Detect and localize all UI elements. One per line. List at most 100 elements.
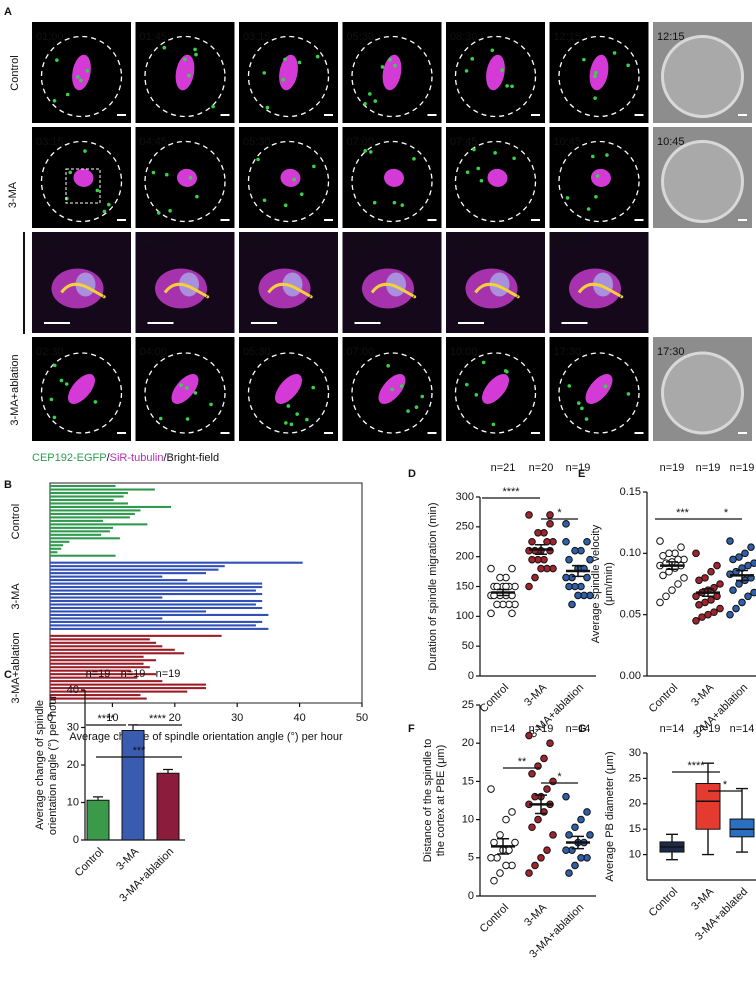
timestamp: 12:15 bbox=[657, 31, 685, 43]
centrosome bbox=[305, 417, 309, 422]
timestamp: 17:30 bbox=[657, 346, 685, 358]
data-point bbox=[540, 754, 548, 763]
centrosome bbox=[156, 211, 161, 215]
oocyte-outline bbox=[247, 140, 330, 223]
timestamp: 06:15 bbox=[347, 235, 375, 247]
y-tick-label: 0 bbox=[73, 834, 79, 846]
spindle bbox=[73, 168, 94, 187]
data-point bbox=[502, 861, 510, 870]
centrosome bbox=[594, 70, 598, 75]
centrosome bbox=[368, 92, 372, 96]
data-point bbox=[665, 567, 673, 576]
timestamp: 07:00 bbox=[450, 235, 478, 247]
centrosome bbox=[102, 209, 107, 214]
timestamp: 03:15 bbox=[36, 136, 64, 148]
bar bbox=[50, 561, 303, 564]
bar bbox=[50, 519, 104, 522]
bar bbox=[50, 620, 263, 623]
data-point bbox=[537, 854, 545, 862]
centrosome bbox=[262, 198, 267, 203]
centrosome bbox=[95, 188, 100, 193]
data-point bbox=[546, 520, 554, 528]
data-point bbox=[750, 588, 756, 597]
centrosome bbox=[256, 157, 260, 162]
significance: **** bbox=[97, 713, 115, 725]
data-point bbox=[680, 574, 688, 582]
centrosome bbox=[76, 75, 80, 79]
x-tick-label: Control bbox=[478, 902, 512, 936]
oocyte-outline bbox=[40, 35, 123, 118]
data-point bbox=[695, 601, 703, 609]
y-tick-label: 0.05 bbox=[620, 609, 641, 621]
data-point bbox=[668, 586, 676, 594]
centrosome bbox=[500, 68, 504, 73]
y-tick-label: 5 bbox=[468, 852, 474, 864]
bar bbox=[50, 488, 155, 491]
bar bbox=[50, 655, 144, 658]
centrosome bbox=[211, 104, 215, 109]
timestamp: 04:45 bbox=[140, 235, 168, 247]
data-point bbox=[583, 573, 591, 582]
data-point bbox=[528, 823, 536, 832]
centrosome bbox=[65, 92, 70, 97]
y-axis-label: (μm/min) bbox=[603, 562, 615, 606]
centrosome bbox=[281, 77, 286, 82]
x-tick-label: Control bbox=[647, 682, 681, 716]
centrosome bbox=[594, 194, 598, 199]
timestamp: 07:45 bbox=[554, 235, 582, 247]
panel-label: E bbox=[578, 468, 585, 480]
data-point bbox=[565, 582, 573, 591]
data-point bbox=[698, 613, 706, 621]
significance: * bbox=[724, 507, 729, 519]
group-label: 3-MA bbox=[10, 583, 22, 610]
centrosome bbox=[162, 45, 167, 50]
centrosome bbox=[388, 57, 392, 62]
centrosome bbox=[83, 149, 87, 153]
y-tick-label: 100 bbox=[456, 610, 474, 622]
y-axis-label: Average spindle velocity bbox=[590, 524, 602, 643]
oocyte-outline bbox=[661, 351, 744, 435]
centrosome bbox=[595, 174, 600, 178]
spindle bbox=[486, 54, 505, 91]
bar bbox=[50, 613, 269, 616]
trajectory bbox=[474, 282, 520, 299]
timestamp: 04:00 bbox=[140, 346, 168, 358]
y-tick-label: 20 bbox=[629, 798, 641, 810]
centrosome bbox=[386, 364, 390, 368]
significance: * bbox=[557, 771, 562, 783]
y-tick-label: 0.00 bbox=[620, 670, 641, 682]
box bbox=[729, 818, 755, 838]
bar bbox=[50, 648, 175, 651]
data-point bbox=[534, 529, 542, 537]
centrosome bbox=[312, 164, 316, 169]
oocyte-outline bbox=[661, 35, 744, 118]
n-label: n=14 bbox=[566, 723, 591, 735]
data-point bbox=[562, 537, 570, 546]
bar bbox=[50, 606, 263, 610]
centrosome bbox=[68, 170, 73, 175]
bar bbox=[50, 505, 172, 508]
centrosome bbox=[286, 404, 291, 408]
oocyte-outline bbox=[144, 35, 226, 118]
data-point bbox=[571, 823, 579, 832]
centrosome bbox=[567, 384, 572, 388]
x-tick-label: Control bbox=[478, 682, 512, 716]
centrosome bbox=[474, 392, 479, 397]
oocyte-outline bbox=[661, 140, 744, 223]
centrosome bbox=[493, 151, 497, 155]
centrosome bbox=[52, 415, 57, 420]
timestamp: 07:45 bbox=[450, 136, 478, 148]
bar bbox=[50, 680, 163, 683]
data-point bbox=[562, 520, 570, 528]
data-point bbox=[729, 586, 737, 594]
group-label: 3-MA+ablation bbox=[10, 632, 22, 703]
spindle bbox=[176, 168, 197, 187]
data-point bbox=[726, 610, 734, 619]
data-point bbox=[525, 511, 533, 519]
bar bbox=[50, 565, 225, 568]
bar bbox=[50, 690, 188, 693]
centrosome bbox=[164, 172, 169, 177]
oocyte-outline bbox=[558, 35, 640, 118]
x-tick-label: 3-MA bbox=[689, 681, 717, 709]
significance: **** bbox=[502, 486, 520, 498]
